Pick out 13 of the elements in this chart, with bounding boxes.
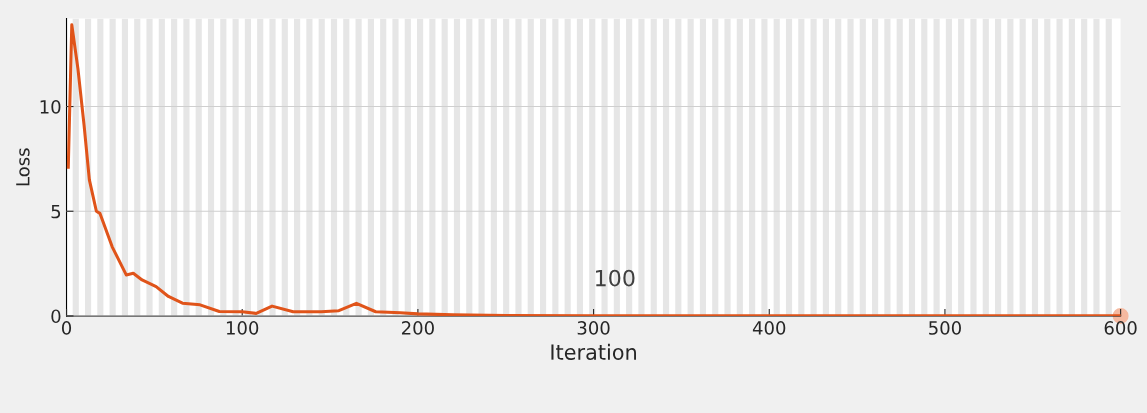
y-tick-label: 10 <box>40 100 61 114</box>
y-tick-label: 0 <box>51 309 61 324</box>
x-tick-label: 600 <box>1104 321 1137 335</box>
x-tick-label: 100 <box>226 321 259 335</box>
y-axis-title: Loss <box>16 148 30 186</box>
x-axis-title: Iteration <box>551 343 636 360</box>
annotation: 100 <box>596 269 635 287</box>
x-tick-label: 300 <box>577 321 610 335</box>
x-tick-label: 0 <box>61 321 72 335</box>
x-tick-label: 500 <box>929 321 961 335</box>
y-tick-label: 5 <box>51 204 61 219</box>
x-tick-label: 200 <box>401 321 434 335</box>
x-tick-label: 400 <box>752 321 786 335</box>
